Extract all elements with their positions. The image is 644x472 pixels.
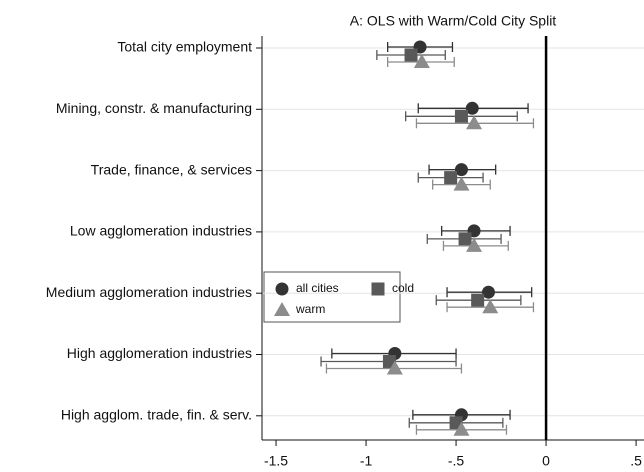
x-tick-label: -1 xyxy=(360,453,373,469)
point xyxy=(482,299,499,314)
point xyxy=(453,421,470,436)
x-tick-label: -.5 xyxy=(448,453,465,469)
y-tick-label: High agglomeration industries xyxy=(67,345,252,361)
point xyxy=(481,285,495,299)
point xyxy=(471,293,485,307)
legend-label: all cities xyxy=(296,281,339,295)
chart-subtitle: A: OLS with Warm/Cold City Split xyxy=(350,13,557,29)
point xyxy=(453,176,470,191)
x-tick-label: 0 xyxy=(542,453,550,469)
point xyxy=(465,101,479,115)
y-tick-label: Low agglomeration industries xyxy=(70,223,252,239)
legend-marker xyxy=(371,282,385,296)
point xyxy=(454,109,468,123)
x-tick-label: -1.5 xyxy=(264,453,288,469)
point xyxy=(466,237,483,252)
point xyxy=(386,360,403,375)
y-tick-label: Total city employment xyxy=(117,39,252,55)
point xyxy=(454,163,468,177)
point xyxy=(458,232,472,246)
x-tick-label: .5 xyxy=(630,453,642,469)
legend-label: cold xyxy=(392,281,414,295)
legend-marker xyxy=(274,302,290,316)
y-tick-label: High agglom. trade, fin. & serv. xyxy=(61,407,252,423)
point xyxy=(466,115,483,130)
y-tick-label: Medium agglomeration industries xyxy=(46,284,252,300)
y-tick-label: Mining, constr. & manufacturing xyxy=(56,100,252,116)
point xyxy=(413,54,430,68)
point xyxy=(404,48,418,62)
legend-marker xyxy=(275,282,289,296)
legend-label: warm xyxy=(295,302,325,316)
y-tick-label: Trade, finance, & services xyxy=(91,161,252,177)
point xyxy=(444,171,458,185)
